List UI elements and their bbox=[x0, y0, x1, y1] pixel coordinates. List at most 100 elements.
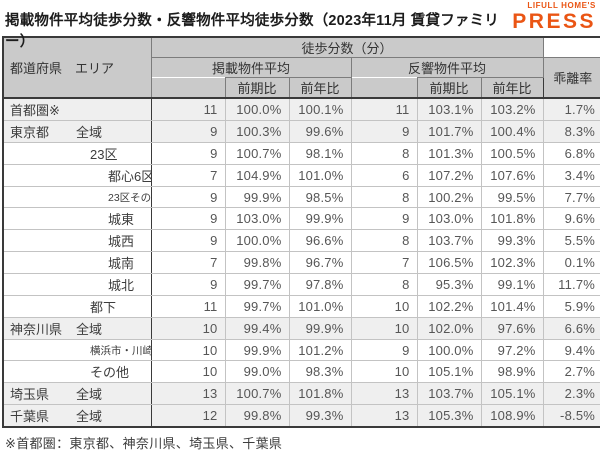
listed-prev-year-ratio: 98.1% bbox=[288, 142, 352, 165]
listed-prev-period-ratio: 103.0% bbox=[224, 207, 290, 230]
inquiry-prev-year-ratio: 99.5% bbox=[480, 186, 544, 208]
divergence-rate: 3.4% bbox=[542, 164, 600, 187]
inquiry-prev-period-ratio: 105.1% bbox=[416, 360, 482, 383]
listed-prev-period-ratio: 100.7% bbox=[224, 142, 290, 165]
table-body: 首都圏※ 11 100.0% 100.1% 11 103.1% 103.2% 1.7% 東京都全… bbox=[2, 97, 600, 428]
listed-prev-year-ratio: 99.9% bbox=[288, 317, 352, 340]
inquiry-avg-minutes: 13 bbox=[350, 382, 418, 405]
inquiry-prev-period-ratio: 103.0% bbox=[416, 207, 482, 230]
divergence-rate: -8.5% bbox=[542, 404, 600, 428]
header-divergence-rate: 乖離率 bbox=[542, 57, 600, 99]
divergence-rate: 1.7% bbox=[542, 97, 600, 121]
inquiry-avg-minutes: 6 bbox=[350, 164, 418, 187]
header-walk-minutes: 徒歩分数（分） bbox=[150, 36, 544, 58]
area-cell: 首都圏※ bbox=[2, 97, 152, 121]
area-label: 横浜市・川崎市 bbox=[90, 344, 150, 357]
inquiry-avg-minutes: 13 bbox=[350, 404, 418, 428]
listed-avg-minutes: 9 bbox=[150, 142, 226, 165]
listed-prev-year-ratio: 96.7% bbox=[288, 251, 352, 274]
inquiry-prev-period-ratio: 107.2% bbox=[416, 164, 482, 187]
area-cell: 23区 bbox=[2, 142, 152, 165]
listed-avg-minutes: 7 bbox=[150, 164, 226, 187]
area-label: 城東 bbox=[108, 212, 135, 227]
logo-lifull-homes-text: LIFULL HOME'S bbox=[527, 1, 596, 10]
area-label: 23区その他 bbox=[108, 191, 151, 204]
listed-avg-minutes: 10 bbox=[150, 317, 226, 340]
area-cell: 千葉県 全域 bbox=[2, 404, 152, 428]
area-label: 全域 bbox=[76, 125, 103, 140]
listed-prev-year-ratio: 101.2% bbox=[288, 339, 352, 361]
area-label: 都下 bbox=[90, 300, 117, 315]
divergence-rate: 2.3% bbox=[542, 382, 600, 405]
header-listed-prev-period: 前期比 bbox=[224, 77, 290, 99]
walk-minutes-table: 都道府県 エリア 徒歩分数（分） 掲載物件平均 反響物件平均 乖離率 前期比 前… bbox=[2, 36, 600, 428]
listed-prev-period-ratio: 99.8% bbox=[224, 404, 290, 428]
area-label: 23区 bbox=[90, 147, 118, 162]
divergence-rate: 8.3% bbox=[542, 120, 600, 143]
listed-avg-minutes: 11 bbox=[150, 295, 226, 318]
inquiry-avg-minutes: 7 bbox=[350, 251, 418, 274]
table-row: 城東 9 103.0% 99.9% 9 103.0% 101.8% 9.6% bbox=[2, 207, 600, 230]
divergence-rate: 2.7% bbox=[542, 360, 600, 383]
listed-avg-minutes: 10 bbox=[150, 360, 226, 383]
listed-avg-minutes: 10 bbox=[150, 339, 226, 361]
logo-press-text: PRESS bbox=[512, 10, 596, 33]
inquiry-prev-year-ratio: 99.1% bbox=[480, 273, 544, 296]
divergence-rate: 9.6% bbox=[542, 207, 600, 230]
table-row: 千葉県 全域 12 99.8% 99.3% 13 105.3% 108.9% -8.5% bbox=[2, 404, 600, 428]
inquiry-prev-period-ratio: 101.7% bbox=[416, 120, 482, 143]
inquiry-prev-period-ratio: 95.3% bbox=[416, 273, 482, 296]
listed-avg-minutes: 11 bbox=[150, 97, 226, 121]
header-listed-prev-year: 前年比 bbox=[288, 77, 352, 99]
inquiry-prev-period-ratio: 105.3% bbox=[416, 404, 482, 428]
area-label: 全域 bbox=[76, 387, 103, 402]
listed-prev-year-ratio: 101.0% bbox=[288, 295, 352, 318]
inquiry-avg-minutes: 9 bbox=[350, 207, 418, 230]
prefecture-label: 東京都 bbox=[10, 125, 50, 140]
listed-prev-period-ratio: 99.0% bbox=[224, 360, 290, 383]
inquiry-avg-minutes: 10 bbox=[350, 295, 418, 318]
inquiry-prev-year-ratio: 102.3% bbox=[480, 251, 544, 274]
prefecture-label: 神奈川県 bbox=[10, 322, 63, 337]
listed-avg-minutes: 9 bbox=[150, 120, 226, 143]
divergence-rate: 7.7% bbox=[542, 186, 600, 208]
inquiry-prev-period-ratio: 101.3% bbox=[416, 142, 482, 165]
listed-prev-year-ratio: 98.5% bbox=[288, 186, 352, 208]
inquiry-avg-minutes: 10 bbox=[350, 360, 418, 383]
inquiry-prev-year-ratio: 101.8% bbox=[480, 207, 544, 230]
inquiry-avg-minutes: 8 bbox=[350, 273, 418, 296]
header-blank-cell bbox=[542, 36, 600, 58]
listed-prev-period-ratio: 99.7% bbox=[224, 295, 290, 318]
inquiry-prev-year-ratio: 100.4% bbox=[480, 120, 544, 143]
header-listed-average: 掲載物件平均 bbox=[150, 57, 352, 78]
table-header: 都道府県 エリア 徒歩分数（分） 掲載物件平均 反響物件平均 乖離率 前期比 前… bbox=[2, 36, 600, 99]
area-cell: 神奈川県 全域 bbox=[2, 317, 152, 340]
area-cell: 城北 bbox=[2, 273, 152, 296]
table-row: 城北 9 99.7% 97.8% 8 95.3% 99.1% 11.7% bbox=[2, 273, 600, 296]
divergence-rate: 9.4% bbox=[542, 339, 600, 361]
divergence-rate: 5.5% bbox=[542, 229, 600, 252]
area-label: 城西 bbox=[108, 234, 135, 249]
inquiry-avg-minutes: 10 bbox=[350, 317, 418, 340]
area-label: その他 bbox=[90, 365, 130, 380]
divergence-rate: 6.8% bbox=[542, 142, 600, 165]
inquiry-avg-minutes: 9 bbox=[350, 339, 418, 361]
area-cell: 東京都 全域 bbox=[2, 120, 152, 143]
listed-prev-period-ratio: 100.3% bbox=[224, 120, 290, 143]
header-prefecture-area: 都道府県 エリア bbox=[2, 36, 152, 99]
prefecture-label: 埼玉県 bbox=[10, 387, 50, 402]
listed-prev-year-ratio: 99.3% bbox=[288, 404, 352, 428]
listed-prev-period-ratio: 100.0% bbox=[224, 229, 290, 252]
area-cell: 埼玉県 全域 bbox=[2, 382, 152, 405]
inquiry-prev-year-ratio: 97.2% bbox=[480, 339, 544, 361]
inquiry-prev-period-ratio: 100.2% bbox=[416, 186, 482, 208]
area-cell: 都心6区 bbox=[2, 164, 152, 187]
listed-prev-period-ratio: 100.7% bbox=[224, 382, 290, 405]
divergence-rate: 11.7% bbox=[542, 273, 600, 296]
table-row: 埼玉県 全域 13 100.7% 101.8% 13 103.7% 105.1% 2.3% bbox=[2, 382, 600, 405]
listed-prev-year-ratio: 100.1% bbox=[288, 97, 352, 121]
inquiry-avg-minutes: 8 bbox=[350, 229, 418, 252]
inquiry-prev-year-ratio: 99.3% bbox=[480, 229, 544, 252]
